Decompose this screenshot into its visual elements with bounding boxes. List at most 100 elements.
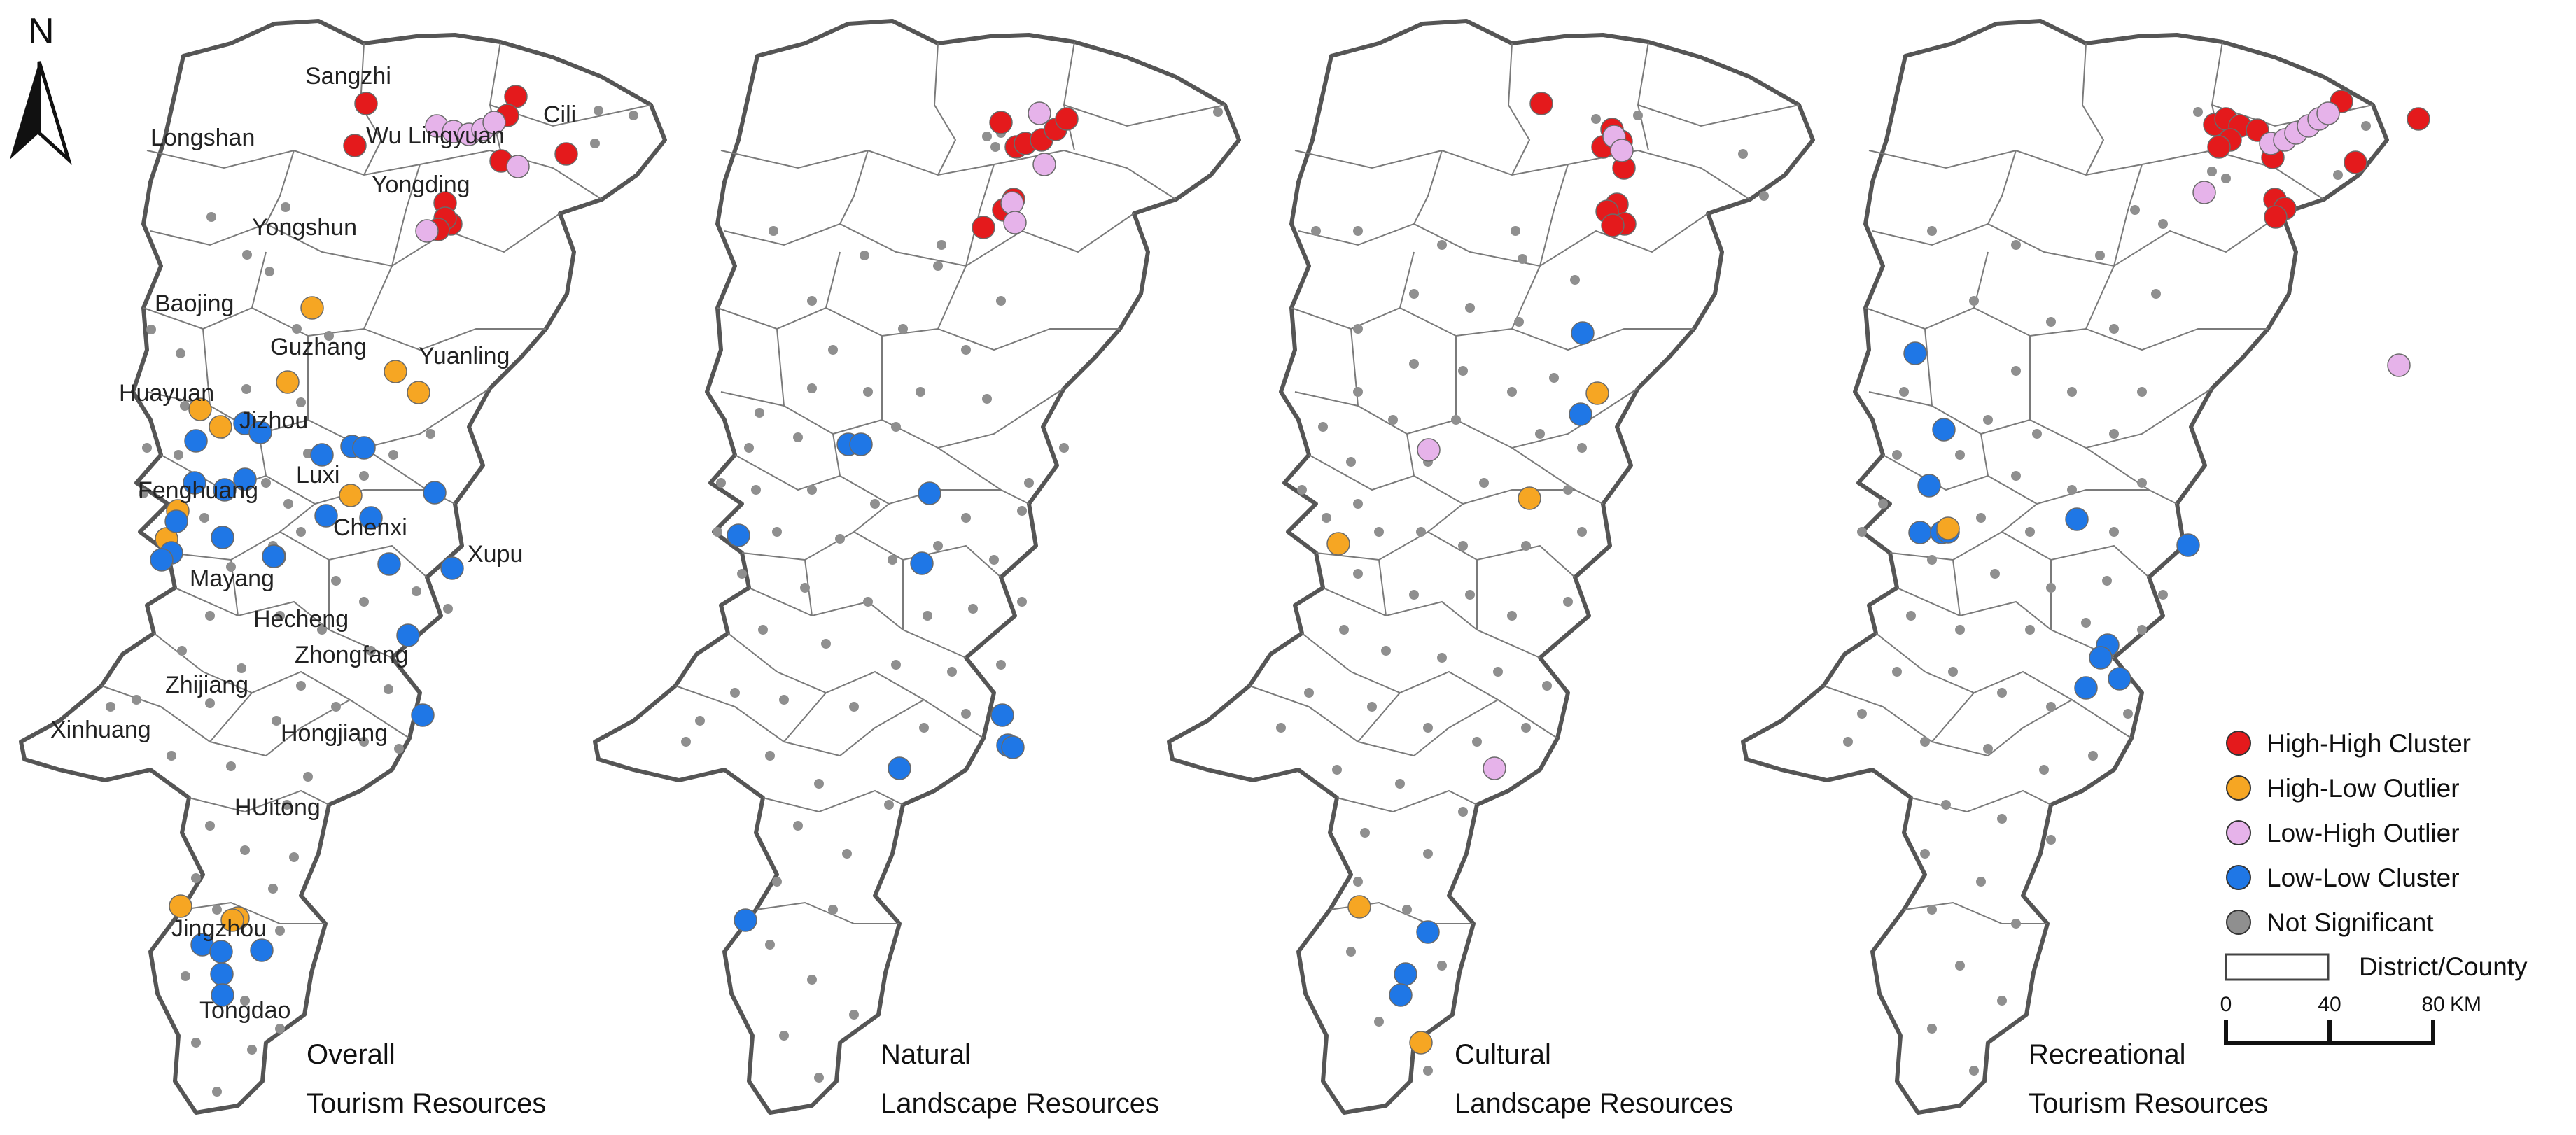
district-boundary	[1336, 789, 1478, 813]
high-low-outlier-point	[1409, 1031, 1433, 1055]
low-low-cluster-point	[211, 983, 234, 1007]
district-boundaries	[675, 41, 1226, 924]
legend-swatch-high-low	[2226, 775, 2251, 801]
high-low-outlier-point	[384, 360, 407, 383]
not-significant-point	[2123, 709, 2133, 719]
high-low-outlier-point	[1326, 532, 1350, 556]
not-significant-point	[1927, 905, 1937, 915]
district-boundary	[1637, 104, 1800, 127]
not-significant-point	[1322, 513, 1331, 523]
map-panel-3: Cultural Landscape Resources	[1169, 21, 1813, 1119]
low-low-cluster-point	[211, 526, 234, 549]
not-significant-point	[849, 1010, 859, 1020]
not-significant-point	[1507, 387, 1517, 397]
low-low-cluster-point	[314, 504, 338, 528]
district-boundary	[1980, 433, 1989, 477]
district-boundary	[1910, 789, 2052, 813]
place-label: Zhijiang	[165, 672, 248, 698]
district-boundary	[1357, 699, 1499, 757]
panel-title-line2: Landscape Resources	[881, 1088, 1159, 1119]
not-significant-point	[2025, 625, 2035, 635]
place-label: Jizhou	[239, 407, 308, 434]
not-significant-point	[888, 555, 897, 565]
not-significant-point	[996, 660, 1006, 670]
district-boundary	[965, 164, 995, 267]
not-significant-point	[2193, 107, 2203, 117]
not-significant-point	[1857, 527, 1867, 537]
not-significant-point	[366, 646, 376, 656]
not-significant-point	[1353, 569, 1363, 579]
high-low-outlier-point	[220, 908, 244, 932]
not-significant-point	[1892, 450, 1902, 460]
not-significant-point	[807, 485, 817, 495]
not-significant-point	[2046, 583, 2056, 593]
not-significant-point	[1353, 387, 1363, 397]
district-boundary	[2113, 164, 2143, 267]
legend-swatch-not-significant	[2226, 910, 2251, 935]
not-significant-point	[1451, 415, 1461, 425]
not-significant-point	[1465, 590, 1475, 600]
not-significant-point	[282, 800, 292, 810]
not-significant-point	[275, 1024, 285, 1034]
not-significant-point	[590, 139, 600, 148]
not-significant-point	[292, 324, 302, 334]
district-boundary	[755, 901, 899, 924]
not-significant-point	[1458, 366, 1468, 376]
low-low-cluster-point	[1416, 920, 1440, 944]
district-boundary	[2001, 531, 2150, 578]
not-significant-point	[2046, 702, 2056, 712]
not-significant-point	[2361, 121, 2371, 131]
not-significant-point	[296, 681, 306, 691]
high-high-cluster-point	[972, 216, 995, 239]
not-significant-point	[1927, 555, 1937, 565]
district-boundary	[1924, 328, 1933, 407]
legend-swatch-low-low	[2226, 865, 2251, 890]
district-boundary	[2081, 43, 2105, 176]
panel-title-line2: Landscape Resources	[1455, 1088, 1733, 1119]
not-significant-point	[242, 250, 252, 260]
not-significant-point	[2046, 317, 2056, 327]
panel-title-line2: Tourism Resources	[2029, 1088, 2268, 1119]
high-high-cluster-point	[2207, 135, 2231, 159]
panel-title-line1: Recreational	[2029, 1039, 2186, 1070]
high-low-outlier-point	[169, 894, 192, 918]
not-significant-point	[1360, 828, 1370, 838]
not-significant-point	[1409, 289, 1419, 299]
low-low-cluster-point	[440, 556, 464, 580]
low-high-outlier-point	[1028, 101, 1051, 125]
not-significant-point	[443, 604, 453, 614]
district-boundary	[1539, 164, 1569, 267]
not-significant-point	[779, 695, 789, 705]
low-low-cluster-point	[734, 908, 757, 932]
high-low-outlier-point	[276, 370, 300, 394]
not-significant-point	[961, 709, 971, 719]
cluster-points	[1843, 90, 2430, 1076]
not-significant-point	[177, 646, 187, 656]
not-significant-point	[1416, 527, 1426, 537]
high-low-outlier-point	[188, 397, 212, 421]
low-low-cluster-point	[183, 471, 206, 495]
not-significant-point	[807, 296, 817, 306]
low-low-cluster-point	[310, 443, 334, 467]
district-boundary	[265, 150, 295, 225]
not-significant-point	[1437, 961, 1447, 971]
district-boundary	[832, 433, 841, 477]
low-high-outlier-point	[415, 219, 439, 243]
not-significant-point	[1542, 681, 1552, 691]
not-significant-point	[1395, 779, 1405, 789]
not-significant-point	[303, 772, 313, 782]
not-significant-point	[989, 555, 999, 565]
not-significant-point	[891, 422, 901, 432]
not-significant-point	[384, 684, 393, 694]
region-outline	[1169, 21, 1813, 1113]
not-significant-point	[1465, 303, 1475, 313]
district-boundary	[2085, 265, 2115, 330]
not-significant-point	[1948, 667, 1958, 677]
not-significant-point	[919, 723, 929, 733]
not-significant-point	[132, 695, 141, 705]
not-significant-point	[1353, 499, 1363, 509]
place-labels: Sangzhi Longshan Wu Lingyuan Cili Yongding Yo…	[50, 63, 576, 1024]
place-label: Xupu	[468, 541, 523, 568]
scale-bar: 0 40 80 KM	[2220, 993, 2482, 1045]
not-significant-point	[1318, 422, 1328, 432]
